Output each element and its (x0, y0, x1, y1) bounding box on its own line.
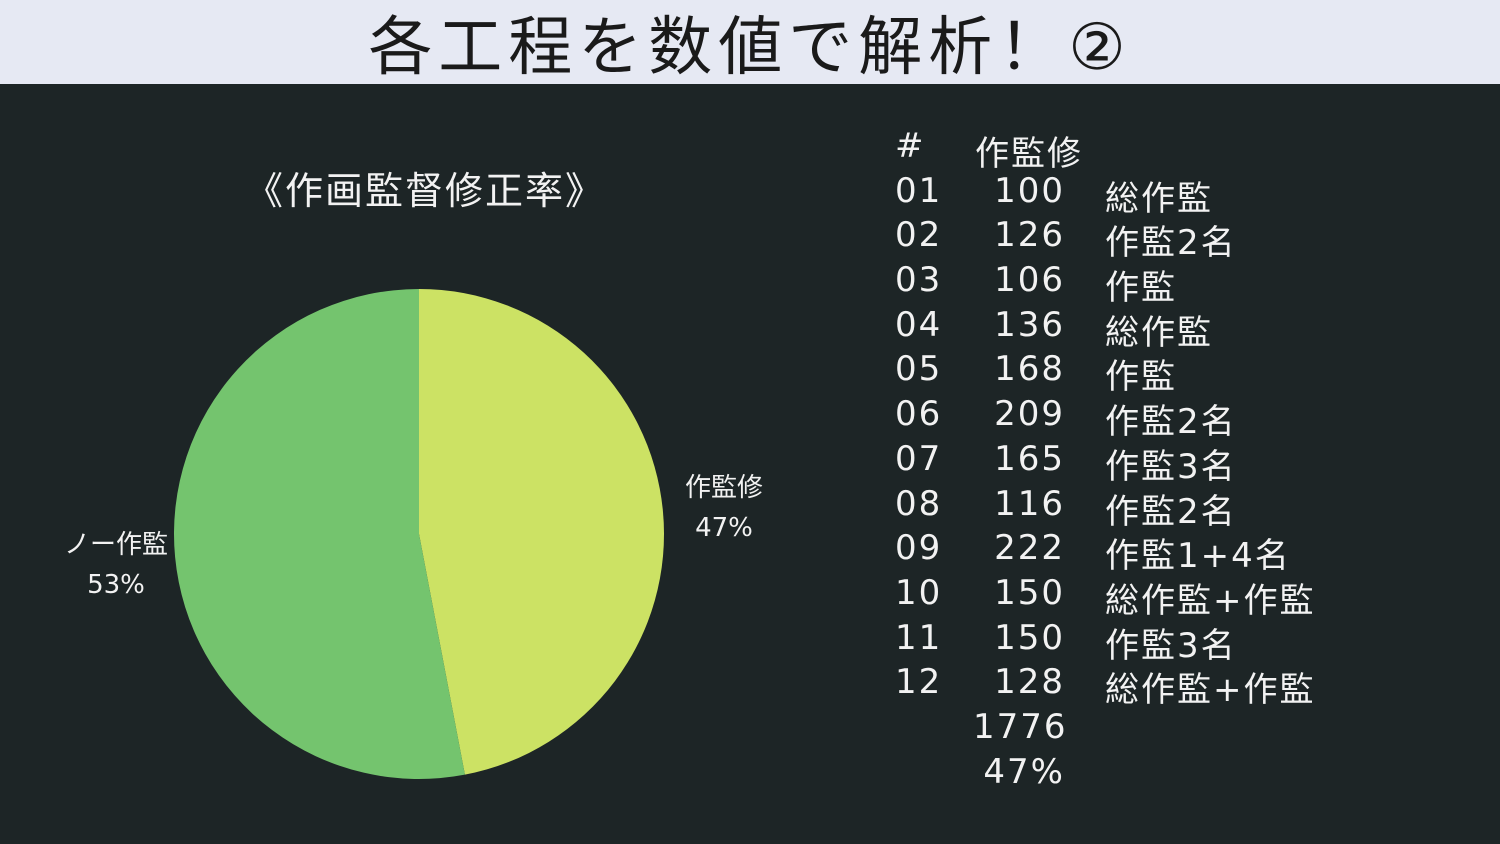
header-num: # (895, 126, 926, 166)
row-value: 150 (994, 617, 1065, 658)
page-title: 各工程を数値で解析！② (368, 11, 1132, 85)
row-num: 08 (895, 483, 943, 524)
rate-value: 47% (983, 751, 1065, 792)
row-value: 136 (994, 304, 1065, 345)
row-num: 12 (895, 662, 943, 703)
row-value: 168 (994, 349, 1065, 390)
row-value: 150 (994, 572, 1065, 613)
row-note: 総作監 (1105, 312, 1213, 353)
slice-label-no-sakkan: ノー作監 (64, 530, 168, 560)
header-value: 作監修 (975, 134, 1083, 174)
pie-slice-no-sakkan (173, 289, 465, 779)
row-num: 02 (895, 215, 943, 256)
row-note: 作監2名 (1105, 402, 1237, 443)
row-num: 03 (895, 260, 943, 301)
row-note: 作監2名 (1105, 491, 1237, 532)
row-num: 09 (895, 528, 943, 569)
row-note: 作監 (1105, 268, 1177, 309)
total-value: 1776 (973, 706, 1068, 747)
chart-title: 《作画監督修正率》 (244, 169, 605, 213)
row-note: 総作監+作監 (1105, 670, 1316, 711)
row-value: 209 (994, 394, 1065, 435)
row-value: 100 (994, 170, 1065, 211)
row-note: 総作監+作監 (1105, 580, 1316, 621)
slice-percent-no-sakkan: 53% (87, 570, 145, 600)
row-num: 01 (895, 170, 943, 211)
row-num: 05 (895, 349, 943, 390)
row-value: 222 (994, 528, 1065, 569)
row-note: 作監1+4名 (1105, 536, 1291, 577)
row-value: 165 (994, 438, 1065, 479)
row-num: 06 (895, 394, 943, 435)
row-note: 作監2名 (1105, 223, 1237, 264)
pie-slice-sakkanshu (419, 289, 664, 775)
row-note: 作監3名 (1105, 625, 1237, 666)
title-bar (0, 0, 1500, 84)
row-note: 作監 (1105, 357, 1177, 398)
row-value: 116 (994, 483, 1065, 524)
row-num: 11 (895, 617, 943, 658)
slice-percent-sakkanshu: 47% (695, 513, 753, 543)
row-value: 128 (994, 662, 1065, 703)
row-value: 106 (994, 260, 1065, 301)
row-note: 作監3名 (1105, 446, 1237, 487)
slice-label-sakkanshu: 作監修 (685, 473, 763, 503)
row-value: 126 (994, 215, 1065, 256)
row-num: 07 (895, 438, 943, 479)
row-num: 10 (895, 572, 943, 613)
row-num: 04 (895, 304, 943, 345)
row-note: 総作監 (1105, 178, 1213, 219)
